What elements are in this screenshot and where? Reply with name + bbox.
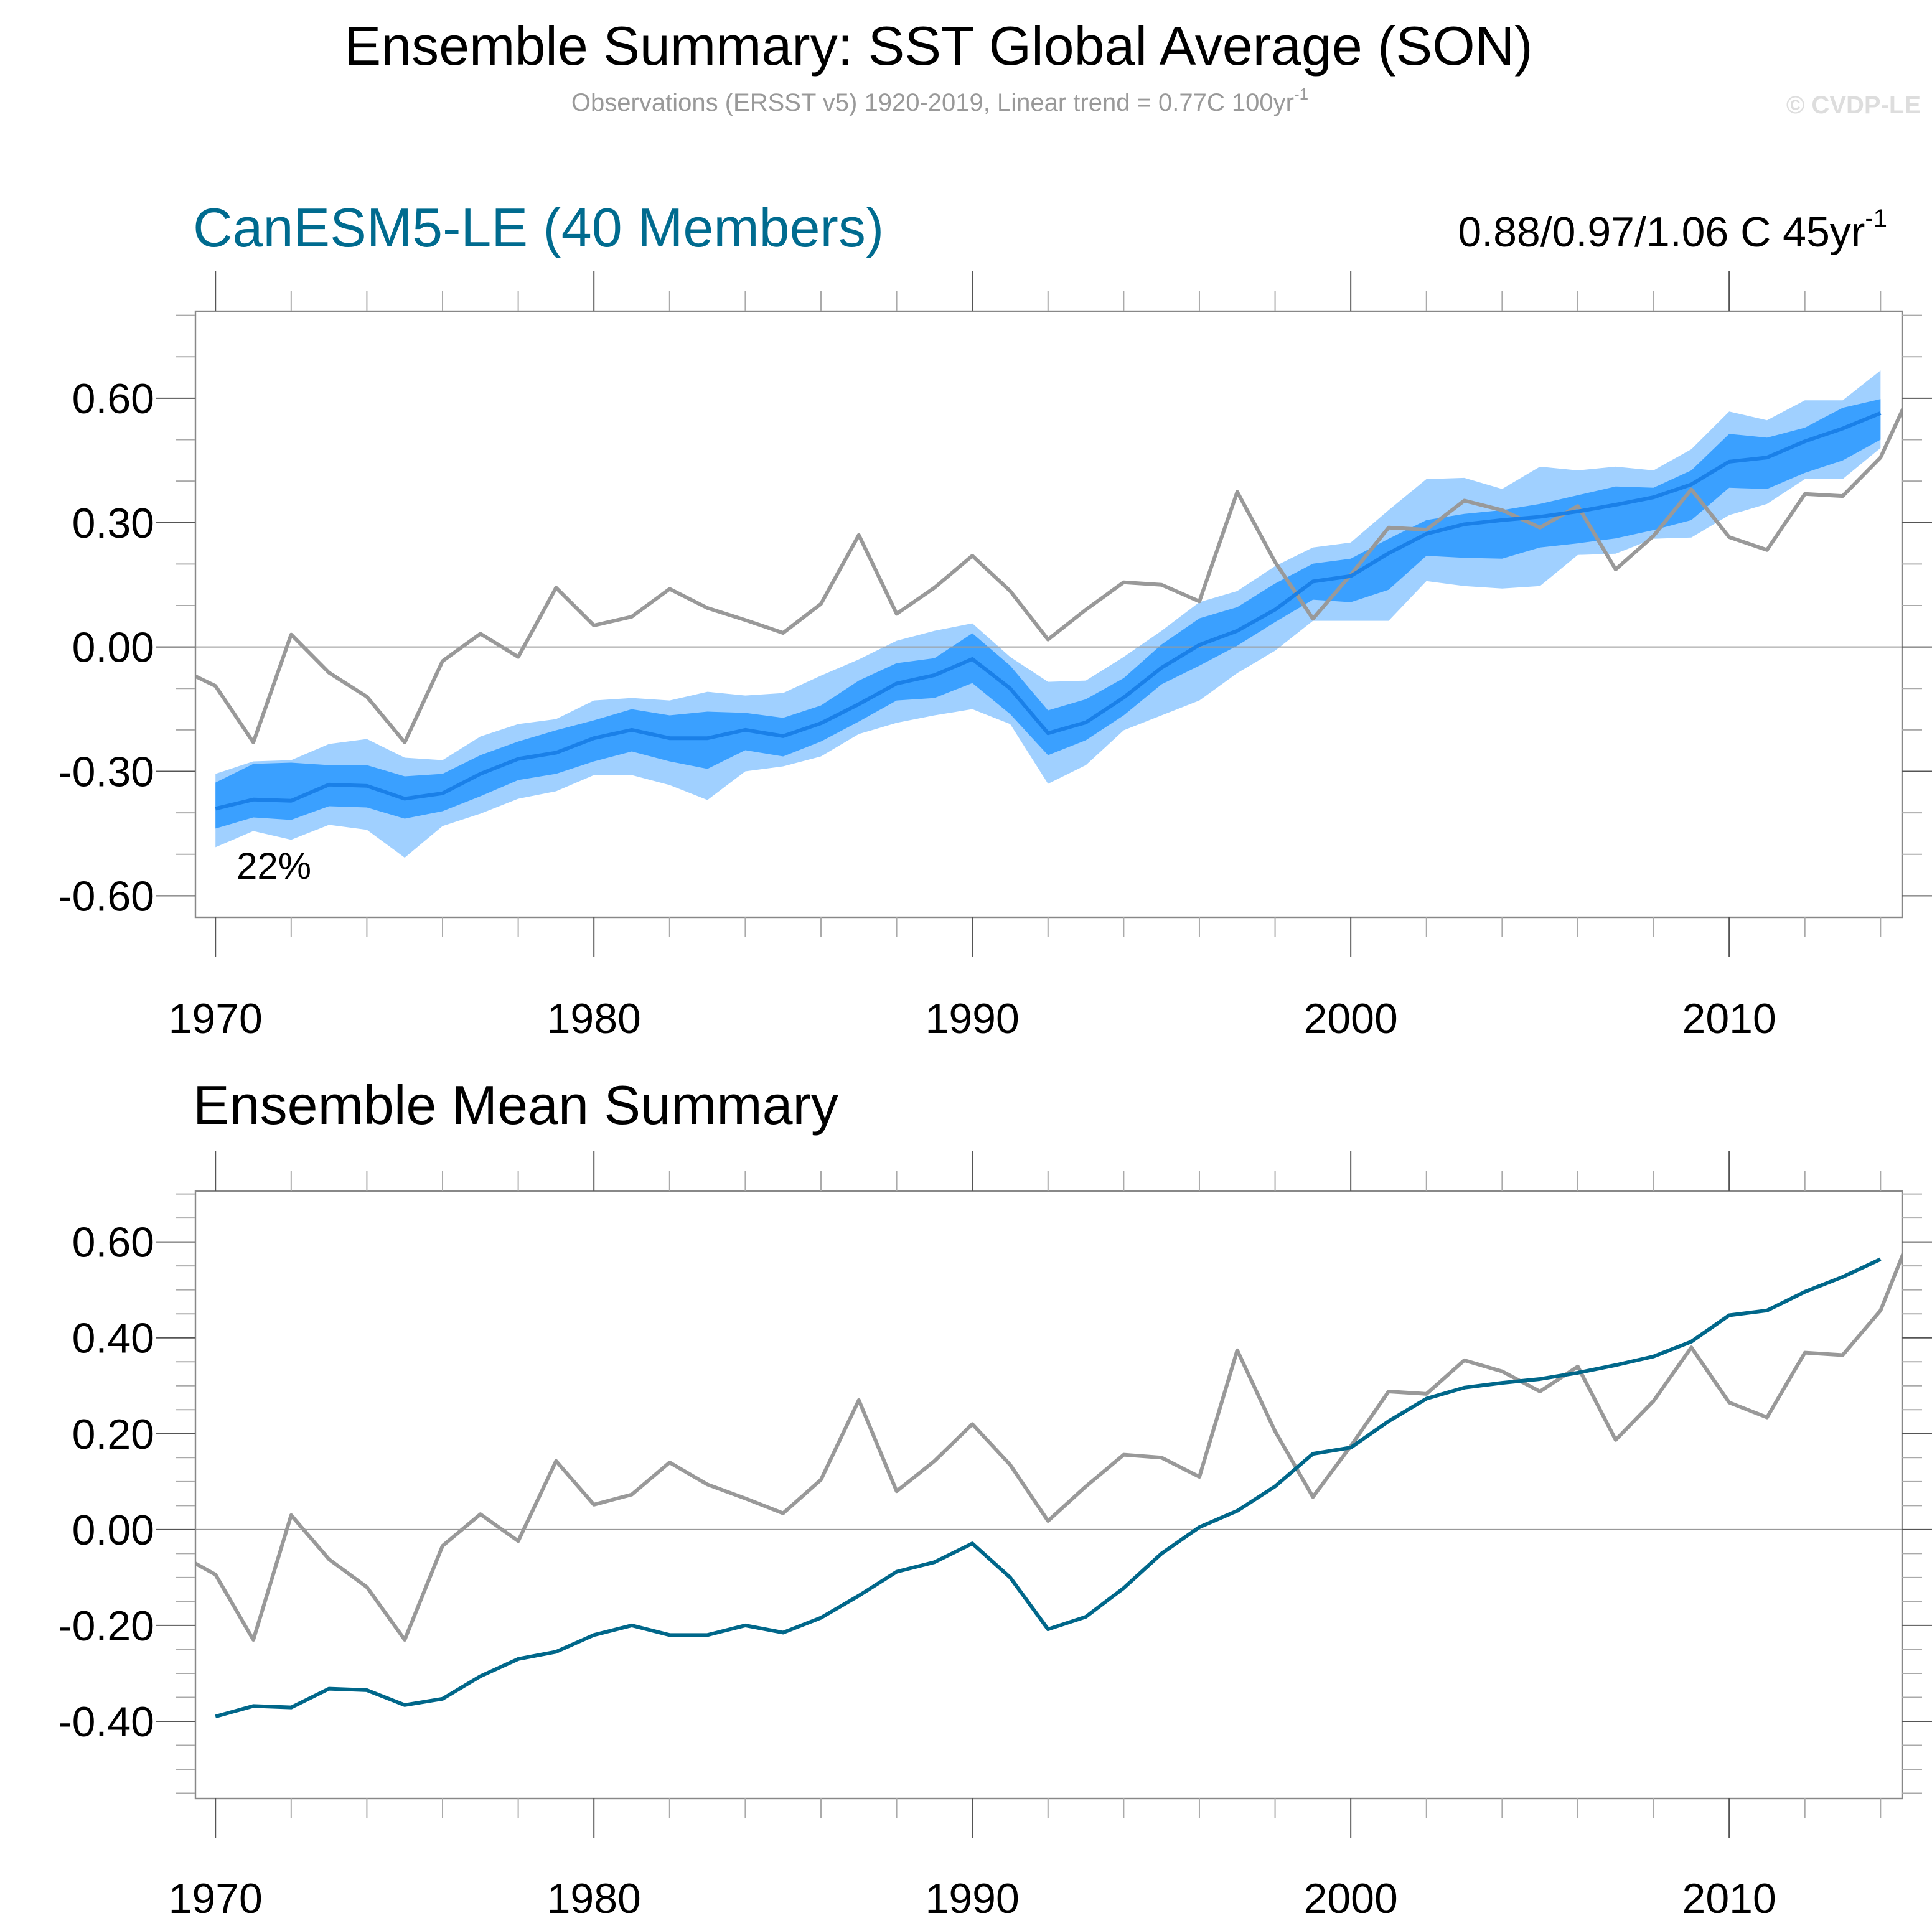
y-tick-label: 0.60 (72, 375, 154, 423)
trend-range-label: 0.88/0.97/1.06 C 45yr-1 (1458, 205, 1887, 256)
subtitle-superscript: -1 (1294, 85, 1308, 103)
y-tick-label: -0.30 (58, 748, 154, 795)
x-tick-label: 1980 (547, 1875, 641, 1913)
panel-top-title: CanESM5-LE (40 Members) (193, 197, 884, 258)
x-tick-label: 2010 (1682, 995, 1776, 1042)
plot-area (195, 370, 1902, 858)
inner-range-band (215, 399, 1881, 829)
copyright-watermark: © CVDP-LE (1786, 91, 1921, 119)
y-tick-label: -0.60 (58, 872, 154, 920)
y-tick-label: 0.20 (72, 1411, 154, 1458)
percent-annotation: 22% (237, 845, 311, 887)
observations-line (195, 406, 1902, 744)
plot-area (195, 1251, 1902, 1719)
y-tick-label: -0.20 (58, 1602, 154, 1650)
observations-line (195, 1251, 1902, 1642)
ensemble-mean-line (215, 411, 1882, 811)
x-tick-label: 2010 (1682, 1875, 1776, 1913)
panel-bottom-plot: 0.60 0.40 0.20 0.00 -0.20 -0.40 1970 1980 1990 20… (58, 1151, 1932, 1913)
panel-bottom-title: Ensemble Mean Summary (193, 1074, 838, 1136)
x-tick-label: 1970 (169, 995, 263, 1042)
x-tick-label: 1990 (926, 995, 1020, 1042)
x-tick-label: 1990 (926, 1875, 1020, 1913)
trend-text: 0.88/0.97/1.06 C 45yr (1458, 208, 1865, 256)
x-tick-label: 1980 (547, 995, 641, 1042)
plot-frame (194, 310, 1903, 919)
subtitle-text: Observations (ERSST v5) 1920-2019, Linea… (571, 89, 1294, 116)
figure-subtitle: Observations (ERSST v5) 1920-2019, Linea… (571, 85, 1308, 116)
x-tick-label: 2000 (1304, 1875, 1398, 1913)
y-tick-label: 0.40 (72, 1315, 154, 1362)
figure-title: Ensemble Summary: SST Global Average (SO… (344, 15, 1532, 77)
ensemble-mean-line (215, 1257, 1882, 1719)
y-tick-label: 0.60 (72, 1219, 154, 1266)
y-tick-label: 0.30 (72, 500, 154, 547)
panel-top-plot: 0.60 0.30 0.00 -0.30 -0.60 1970 1980 1990 2000 20… (58, 271, 1932, 1042)
y-tick-label: 0.00 (72, 624, 154, 671)
y-tick-label: 0.00 (72, 1507, 154, 1554)
y-tick-label: -0.40 (58, 1698, 154, 1746)
x-tick-label: 2000 (1304, 995, 1398, 1042)
trend-superscript: -1 (1865, 205, 1887, 232)
x-tick-label: 1970 (169, 1875, 263, 1913)
plot-frame (194, 1190, 1903, 1800)
